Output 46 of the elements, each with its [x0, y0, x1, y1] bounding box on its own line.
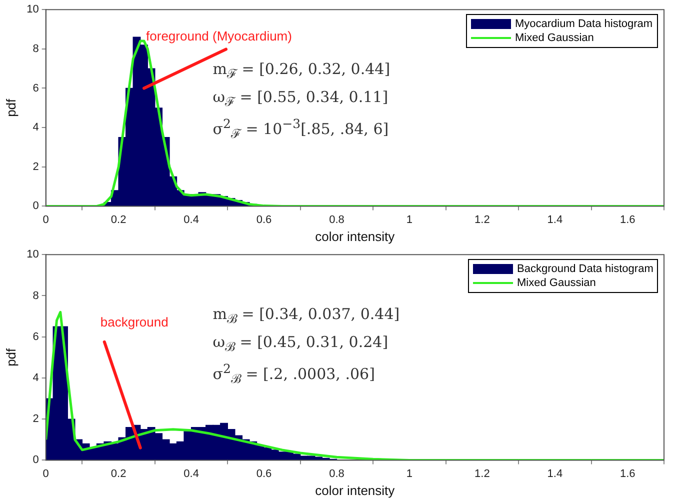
x-tick-label: 0.8: [329, 214, 344, 226]
x-tick-label: 0: [42, 468, 49, 480]
x-tick-label: 0.6: [256, 468, 272, 480]
y-tick-label: 0: [32, 200, 39, 212]
x-tick-label: 0.4: [184, 214, 199, 226]
y-tick-label: 6: [32, 82, 39, 94]
annotation: ω$_{ℱ}$ = [0.55, 0.34, 0.11]: [212, 88, 388, 110]
y-tick-label: 6: [32, 330, 39, 343]
legend-label: Mixed Gaussian: [517, 276, 596, 290]
x-tick-label: 0.6: [256, 214, 272, 226]
annotation: m$_{ℱ}$ = [0.26, 0.32, 0.44]: [212, 60, 390, 82]
x-tick-label: 1.2: [474, 214, 490, 226]
y-tick-label: 4: [32, 122, 39, 134]
y-tick-label: 2: [32, 413, 39, 426]
annotation: m$_{ℬ}$ = [0.34, 0.037, 0.44]: [212, 304, 400, 327]
x-tick-label: 1.4: [547, 468, 563, 480]
y-tick-label: 10: [26, 4, 39, 16]
annotation: background: [100, 314, 168, 330]
x-tick-label: 1.4: [547, 214, 563, 226]
x-axis-title: color intensity: [315, 482, 396, 498]
y-tick-label: 8: [32, 290, 39, 302]
x-tick-label: 1: [406, 468, 413, 480]
legend-label: Myocardium Data histogram: [515, 16, 653, 31]
x-axis-title: color intensity: [315, 228, 396, 244]
x-tick-label: 0.2: [110, 214, 126, 226]
x-tick-label: 1.6: [620, 214, 636, 226]
x-tick-label: 0.8: [329, 468, 344, 480]
y-tick-label: 8: [32, 42, 39, 55]
y-tick-label: 0: [32, 454, 39, 466]
legend-label: Mixed Gaussian: [515, 30, 594, 45]
annotation: σ$^{2}$$_{ℱ}$ = 10$^{−3}$[.85, .84, 6]: [212, 116, 389, 142]
x-tick-label: 1.2: [474, 468, 490, 480]
y-tick-label: 10: [26, 248, 39, 261]
y-tick-label: 4: [32, 372, 39, 384]
x-tick-label: 1: [406, 214, 413, 226]
y-axis-title: pdf: [3, 348, 18, 366]
legend-label: Background Data histogram: [517, 262, 654, 276]
x-tick-label: 0: [42, 214, 49, 226]
annotation: foreground (Myocardium): [146, 28, 292, 44]
x-tick-label: 0.2: [110, 468, 126, 480]
x-tick-label: 0.4: [184, 468, 199, 480]
x-tick-label: 1.6: [620, 468, 636, 480]
annotation: σ$^{2}$$_{ℬ}$ = [.2, .0003, .06]: [212, 360, 375, 387]
y-tick-label: 2: [32, 160, 39, 173]
y-axis-title: pdf: [3, 98, 18, 117]
annotation: ω$_{ℬ}$ = [0.45, 0.31, 0.24]: [212, 332, 388, 355]
